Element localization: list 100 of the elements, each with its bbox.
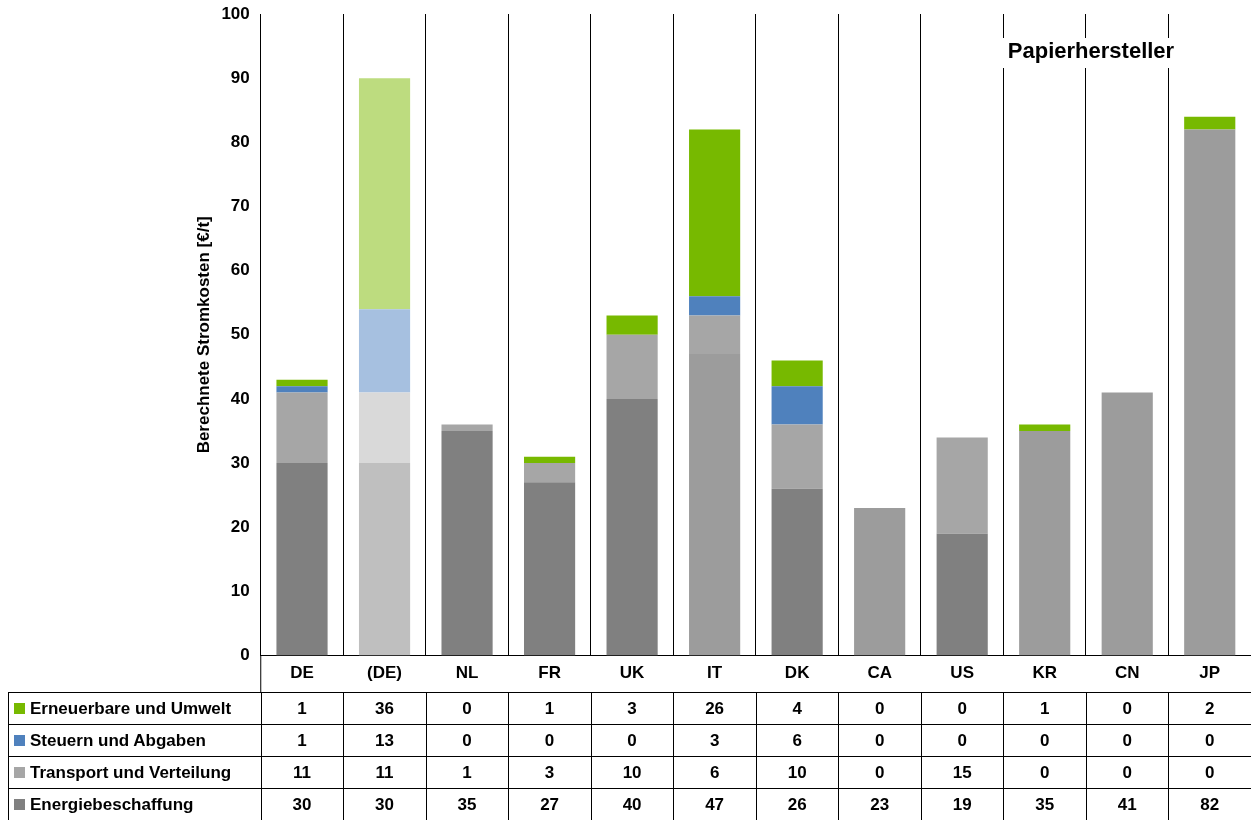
data-label: 2: [1205, 698, 1215, 718]
data-label: 23: [870, 794, 890, 814]
bar: [276, 392, 328, 464]
x-tick-label: FR: [538, 663, 561, 683]
y-tick-label: 30: [230, 452, 250, 472]
bar: [441, 424, 493, 432]
x-tick-label: CN: [1114, 663, 1140, 683]
data-label: 41: [1117, 794, 1137, 814]
data-label: 1: [462, 762, 472, 782]
x-tick-label: IT: [707, 663, 723, 683]
data-label: 6: [709, 762, 720, 782]
x-tick-label: KR: [1032, 663, 1057, 683]
data-label: 30: [292, 794, 312, 814]
y-tick-label: 10: [230, 581, 250, 601]
x-tick-label: JP: [1199, 663, 1221, 683]
legend-label: Steuern und Abgaben: [30, 730, 206, 750]
data-label: 11: [293, 762, 312, 782]
data-label: 0: [1039, 730, 1050, 750]
data-label: 36: [375, 698, 394, 718]
data-label: 1: [297, 730, 307, 750]
x-tick-label: (DE): [367, 663, 403, 683]
x-tick-label: NL: [455, 663, 479, 683]
bar: [854, 508, 906, 656]
data-label: 82: [1200, 794, 1220, 814]
data-label: 40: [622, 794, 642, 814]
data-label: 0: [957, 698, 967, 718]
data-label: 1: [1039, 698, 1050, 718]
bar: [276, 386, 328, 393]
y-tick-label: 100: [221, 3, 250, 23]
data-label: 26: [787, 794, 807, 814]
legend-label: Erneuerbare und Umwelt: [30, 698, 232, 718]
data-label: 47: [705, 794, 725, 814]
bar: [276, 379, 328, 387]
bar: [358, 309, 411, 393]
bar: [771, 488, 823, 656]
data-label: 19: [952, 794, 972, 814]
bar: [358, 78, 411, 310]
data-label: 30: [375, 794, 394, 814]
legend-label: Energiebeschaffung: [30, 794, 194, 814]
data-label: 6: [792, 730, 802, 750]
y-tick-label: 80: [230, 132, 250, 152]
bar: [936, 533, 988, 656]
x-tick-label: UK: [619, 663, 646, 683]
data-label: 0: [462, 698, 472, 718]
data-label: 3: [544, 762, 555, 782]
data-label: 0: [627, 730, 637, 750]
x-tick-label: DK: [784, 663, 811, 683]
y-tick-label: 40: [230, 388, 250, 408]
data-label: 0: [1039, 762, 1050, 782]
bar: [1101, 392, 1153, 656]
bar: [358, 463, 411, 656]
y-tick-label: 50: [230, 324, 250, 344]
y-tick-label: 90: [230, 67, 250, 87]
bar: [606, 398, 658, 656]
y-axis-title: Berechnete Stromkosten [€/t]: [193, 216, 213, 454]
bar: [1019, 424, 1071, 432]
bar: [1184, 129, 1236, 656]
bar: [689, 296, 741, 316]
data-label: 10: [622, 762, 642, 782]
data-label: 0: [1122, 698, 1132, 718]
data-label: 35: [1035, 794, 1055, 814]
data-label: 1: [544, 698, 555, 718]
data-label: 3: [709, 730, 720, 750]
x-tick-label: CA: [867, 663, 892, 683]
data-label: 4: [792, 698, 803, 718]
bar: [1019, 431, 1071, 656]
data-label: 3: [627, 698, 637, 718]
data-label: 13: [375, 730, 394, 750]
data-label: 15: [952, 762, 972, 782]
data-label: 26: [705, 698, 725, 718]
bar: [524, 456, 576, 464]
bar: [689, 129, 741, 297]
bar: [936, 437, 988, 534]
bar: [524, 463, 576, 483]
data-label: 0: [1122, 762, 1132, 782]
data-label: 10: [787, 762, 807, 782]
bar: [771, 386, 823, 425]
bar: [606, 334, 658, 399]
bar: [441, 431, 493, 656]
data-label: 0: [874, 698, 885, 718]
x-tick-label: DE: [290, 663, 314, 683]
bar: [771, 360, 823, 387]
y-tick-label: 70: [230, 196, 250, 216]
data-label: 0: [874, 762, 885, 782]
data-label: 1: [297, 698, 307, 718]
data-label: 35: [457, 794, 477, 814]
data-label: 11: [375, 762, 394, 782]
x-tick-label: US: [950, 663, 974, 683]
bar: [276, 463, 328, 656]
data-label: 0: [1205, 730, 1215, 750]
bar: [606, 315, 658, 335]
legend-label: Transport und Verteilung: [30, 762, 232, 782]
data-label: 0: [957, 730, 967, 750]
bar: [524, 482, 576, 656]
bar: [771, 424, 823, 489]
bar: [358, 392, 411, 464]
data-label: 27: [540, 794, 560, 814]
data-label: 0: [874, 730, 885, 750]
text: Papierhersteller: [1007, 38, 1175, 64]
data-label: 0: [462, 730, 472, 750]
